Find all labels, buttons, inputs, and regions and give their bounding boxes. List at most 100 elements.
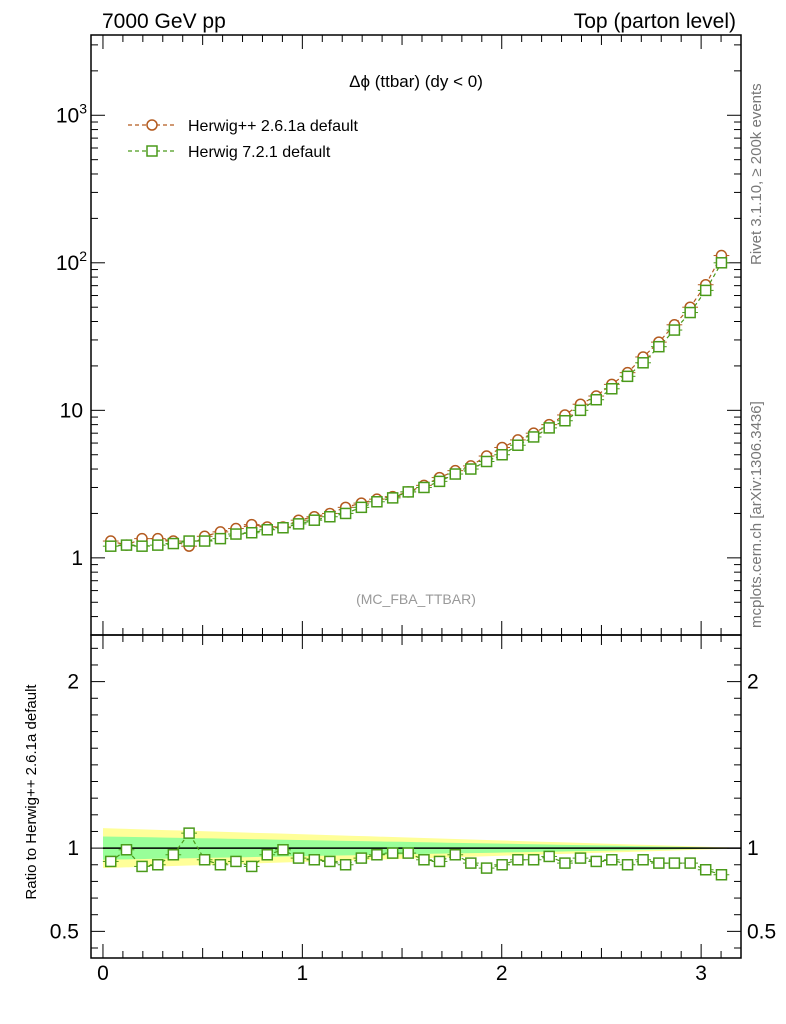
data-point-2 xyxy=(355,501,368,514)
data-point-2 xyxy=(653,340,665,353)
legend-marker-2 xyxy=(146,145,158,157)
data-point-2 xyxy=(152,539,164,551)
ratio-ytick-label: 1 xyxy=(67,837,79,860)
data-point-2 xyxy=(418,481,430,494)
ratio-data-point xyxy=(198,854,211,866)
ratio-data-point xyxy=(104,855,117,868)
data-point-2 xyxy=(433,475,446,488)
ratio-data-point xyxy=(465,857,477,869)
watermark: (MC_FBA_TTBAR) xyxy=(356,591,476,607)
ratio-ytick-label-right: 0.5 xyxy=(747,920,776,943)
ratio-data-point xyxy=(527,854,540,866)
data-point-2 xyxy=(324,510,336,523)
data-point-2 xyxy=(715,257,728,269)
main-ytick-label: 103 xyxy=(56,100,87,127)
ratio-data-point xyxy=(684,857,696,869)
ratio-data-point xyxy=(167,849,180,861)
ratio-data-point xyxy=(621,859,634,871)
ratio-data-point xyxy=(214,859,227,871)
data-point-2 xyxy=(637,357,649,369)
legend: Herwig++ 2.6.1a default Herwig 7.2.1 defa… xyxy=(128,118,358,161)
data-point-2 xyxy=(668,324,681,336)
ratio-data-point xyxy=(606,854,618,866)
legend-label-2: Herwig 7.2.1 default xyxy=(188,144,331,161)
data-point-2 xyxy=(543,422,555,434)
ratio-xtick-label: 1 xyxy=(297,962,309,985)
data-point-2 xyxy=(214,532,227,545)
ratio-data-point xyxy=(183,827,195,839)
data-point-2 xyxy=(120,539,133,551)
data-point-2 xyxy=(136,540,148,552)
ratio-ytick-label-right: 1 xyxy=(747,837,759,860)
ratio-ylabel: Ratio to Herwig++ 2.6.1a default xyxy=(23,684,40,900)
ratio-data-point xyxy=(559,857,571,869)
legend-marker-1 xyxy=(146,119,158,131)
main-ytick-label: 102 xyxy=(56,248,87,275)
ratio-data-point xyxy=(292,852,305,864)
mcplots-label: mcplots.cern.ch [arXiv:1306.3436] xyxy=(748,401,765,628)
data-point-2 xyxy=(621,370,634,383)
rivet-label: Rivet 3.1.10, ≥ 200k events xyxy=(748,83,765,265)
ratio-frame xyxy=(90,634,742,959)
header-left: 7000 GeV pp xyxy=(102,10,226,33)
data-point-2 xyxy=(371,496,383,508)
data-point-2 xyxy=(402,486,414,498)
ratio-data-point xyxy=(418,854,430,866)
data-point-2 xyxy=(104,540,117,552)
ratio-data-point xyxy=(136,860,148,873)
ratio-data-point xyxy=(371,849,383,861)
ratio-xtick-label: 2 xyxy=(496,962,508,985)
data-point-2 xyxy=(699,284,712,297)
ratio-data-point xyxy=(512,854,524,866)
ratio-data-point xyxy=(386,847,399,859)
header-right: Top (parton level) xyxy=(574,10,736,33)
data-point-2 xyxy=(277,521,289,534)
main-panel: 1 10 102 103 Herwig++ 2.6.1a default Herwig 7… xyxy=(56,34,742,636)
ratio-data-point xyxy=(449,849,462,861)
ratio-data-point xyxy=(653,857,665,869)
ratio-data-point xyxy=(245,860,258,873)
data-point-2 xyxy=(230,528,242,540)
data-point-2 xyxy=(590,393,602,406)
ratio-data-point xyxy=(496,859,508,871)
ratio-data-point xyxy=(230,855,242,868)
data-point-2 xyxy=(527,431,540,443)
data-point-2 xyxy=(496,448,508,461)
ratio-panel: 0 1 2 3 0.5 0.5 1 1 2 2 xyxy=(50,634,776,985)
ratio-data-point xyxy=(574,852,587,864)
data-point-2 xyxy=(480,455,493,468)
ratio-data-point xyxy=(543,850,555,863)
ratio-data-point xyxy=(120,844,133,856)
ratio-ytick-label: 0.5 xyxy=(50,920,79,943)
legend-label-1: Herwig++ 2.6.1a default xyxy=(188,118,358,135)
data-point-2 xyxy=(606,383,618,395)
data-point-2 xyxy=(183,535,195,547)
ratio-data-point xyxy=(277,844,289,856)
data-point-2 xyxy=(245,526,258,539)
series-line-1 xyxy=(110,255,723,547)
ratio-ytick-label: 2 xyxy=(67,671,79,694)
main-title: Δϕ (ttbar) (dy < 0) xyxy=(349,72,483,91)
ratio-data-point xyxy=(637,854,649,866)
data-point-2 xyxy=(465,463,477,475)
ratio-data-point xyxy=(715,869,728,881)
data-point-2 xyxy=(292,518,305,530)
ratio-data-point xyxy=(152,859,164,871)
data-point-2 xyxy=(512,439,524,451)
main-ytick-label: 10 xyxy=(60,399,83,422)
ratio-data-point xyxy=(480,862,493,874)
data-point-2 xyxy=(308,514,321,526)
data-point-2 xyxy=(198,535,211,547)
ratio-data-point xyxy=(261,849,274,861)
ratio-data-point xyxy=(433,855,446,868)
ratio-data-point xyxy=(668,857,681,869)
ratio-xtick-label: 0 xyxy=(97,962,109,985)
data-point-2 xyxy=(167,537,180,550)
ratio-xtick-label: 3 xyxy=(695,962,707,985)
ratio-data-point xyxy=(339,859,352,871)
data-point-2 xyxy=(386,492,399,504)
ratio-data-point xyxy=(402,847,414,859)
series-line-2 xyxy=(110,262,723,547)
data-point-2 xyxy=(449,468,462,480)
ratio-data-point xyxy=(699,864,712,876)
